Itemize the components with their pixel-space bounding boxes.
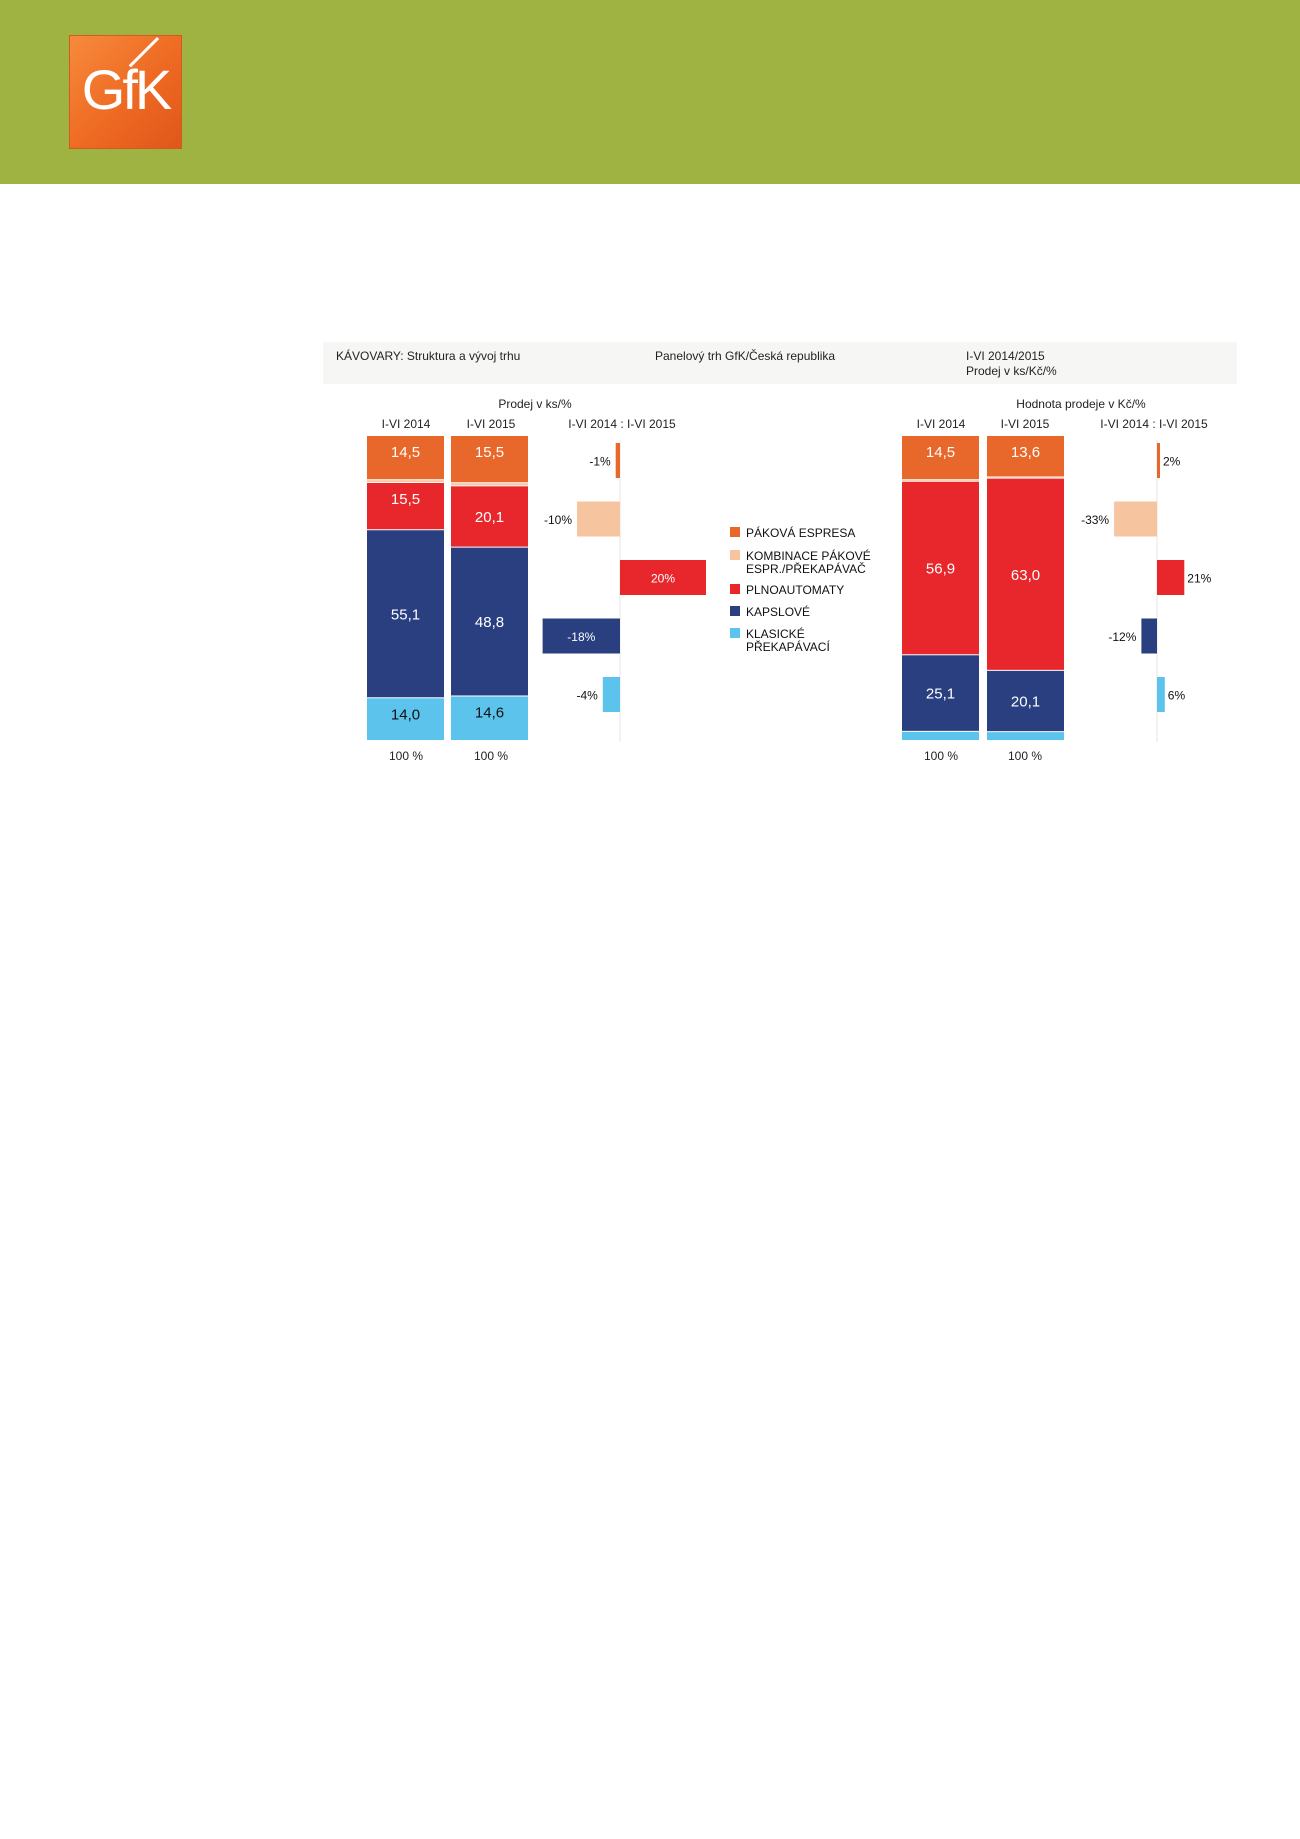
- bar-segment: [367, 436, 444, 480]
- change-label: -12%: [1108, 630, 1136, 644]
- change-bar: [1157, 443, 1160, 478]
- bar-segment: [987, 436, 1064, 477]
- change-label: 2%: [1163, 455, 1181, 469]
- header-band: [0, 0, 1300, 184]
- bar-segment: [987, 670, 1064, 732]
- change-label: -1%: [589, 455, 611, 469]
- change-bar: [577, 501, 620, 537]
- bar-segment: [987, 478, 1064, 670]
- legend-swatch: [730, 550, 740, 560]
- category-label: I-VI 2014: [382, 417, 431, 431]
- bar-segment: [367, 698, 444, 740]
- change-bar: [1157, 677, 1165, 712]
- legend-swatch: [730, 527, 740, 537]
- bar-segment: [902, 481, 979, 655]
- total-label: 100 %: [924, 749, 958, 763]
- change-title: I-VI 2014 : I-VI 2015: [568, 417, 676, 431]
- legend-swatch: [730, 584, 740, 594]
- total-label: 100 %: [474, 749, 508, 763]
- bar-segment: [987, 477, 1064, 479]
- total-label: 100 %: [389, 749, 423, 763]
- chart-header-right-line2: Prodej v ks/Kč/%: [966, 364, 1057, 378]
- bar-segment: [451, 696, 528, 740]
- gfk-logo: GfK: [69, 35, 182, 149]
- bar-value-label: 55,1: [391, 606, 420, 623]
- bar-value-label: 48,8: [475, 614, 504, 631]
- category-label: I-VI 2015: [1001, 417, 1050, 431]
- legend-label: KAPSLOVÉ: [746, 604, 810, 619]
- legend-label: KLASICKÉ: [746, 626, 805, 641]
- bar-segment: [987, 732, 1064, 740]
- change-bar: [615, 443, 620, 478]
- legend-label: PLNOAUTOMATY: [746, 583, 844, 597]
- panel-title: Prodej v ks/%: [498, 397, 572, 411]
- units-panel: Prodej v ks/% I-VI 2014 100 % I-VI 2015 100 …: [367, 397, 706, 763]
- change-bar: [620, 560, 706, 595]
- change-label: -10%: [544, 513, 572, 527]
- bar-segment: [902, 480, 979, 482]
- bar-segment: [902, 655, 979, 731]
- bar-segment: [451, 436, 528, 483]
- bar-segment: [367, 530, 444, 698]
- bar-value-label: 25,1: [926, 686, 955, 703]
- bar-value-label: 15,5: [475, 444, 504, 461]
- change-bar: [542, 618, 620, 654]
- change-label: 21%: [1187, 572, 1211, 586]
- legend-label: PÁKOVÁ ESPRESA: [746, 525, 855, 540]
- chart-header-middle: Panelový trh GfK/Česká republika: [655, 348, 835, 363]
- bar-segment: [902, 731, 979, 740]
- legend-label: KOMBINACE PÁKOVÉ: [746, 548, 871, 563]
- bar-value-label: 14,0: [391, 706, 420, 723]
- bar-value-label: 14,5: [926, 444, 955, 461]
- change-bar: [602, 677, 620, 712]
- bar-value-label: 14,5: [391, 444, 420, 461]
- change-label: -18%: [567, 630, 595, 644]
- total-label: 100 %: [1008, 749, 1042, 763]
- bar-segment: [367, 480, 444, 482]
- bar-value-label: 15,5: [391, 491, 420, 508]
- panel-title: Hodnota prodeje v Kč/%: [1016, 397, 1146, 411]
- change-bar: [1157, 560, 1185, 595]
- change-label: -33%: [1081, 513, 1109, 527]
- logo-text: GfK: [81, 58, 172, 121]
- chart-header-right-line1: I-VI 2014/2015: [966, 349, 1045, 363]
- chart-header-left: KÁVOVARY: Struktura a vývoj trhu: [336, 348, 520, 363]
- bar-value-label: 63,0: [1011, 567, 1040, 584]
- change-title: I-VI 2014 : I-VI 2015: [1100, 417, 1208, 431]
- bar-segment: [451, 483, 528, 486]
- bar-value-label: 56,9: [926, 561, 955, 578]
- change-label: 20%: [651, 572, 675, 586]
- bar-segment: [367, 482, 444, 530]
- bar-segment: [451, 486, 528, 547]
- change-label: -4%: [576, 689, 598, 703]
- bar-segment: [902, 436, 979, 480]
- bar-value-label: 14,6: [475, 704, 504, 721]
- category-label: I-VI 2015: [467, 417, 516, 431]
- change-bar: [1141, 618, 1157, 654]
- legend-swatch: [730, 606, 740, 616]
- category-label: I-VI 2014: [917, 417, 966, 431]
- value-panel: Hodnota prodeje v Kč/% I-VI 2014 100 % I-VI…: [902, 397, 1212, 763]
- legend: PÁKOVÁ ESPRESA KOMBINACE PÁKOVÉESPR./PŘEK…: [730, 525, 871, 654]
- legend-swatch: [730, 628, 740, 638]
- legend-label-line2: PŘEKAPÁVACÍ: [746, 639, 830, 654]
- bar-segment: [451, 547, 528, 696]
- bar-value-label: 20,1: [1011, 694, 1040, 711]
- change-label: 6%: [1168, 689, 1186, 703]
- chart-header-band: [323, 342, 1237, 384]
- bar-value-label: 13,6: [1011, 444, 1040, 461]
- legend-label-line2: ESPR./PŘEKAPÁVAČ: [746, 561, 866, 576]
- change-bar: [1114, 501, 1157, 537]
- bar-value-label: 20,1: [475, 509, 504, 526]
